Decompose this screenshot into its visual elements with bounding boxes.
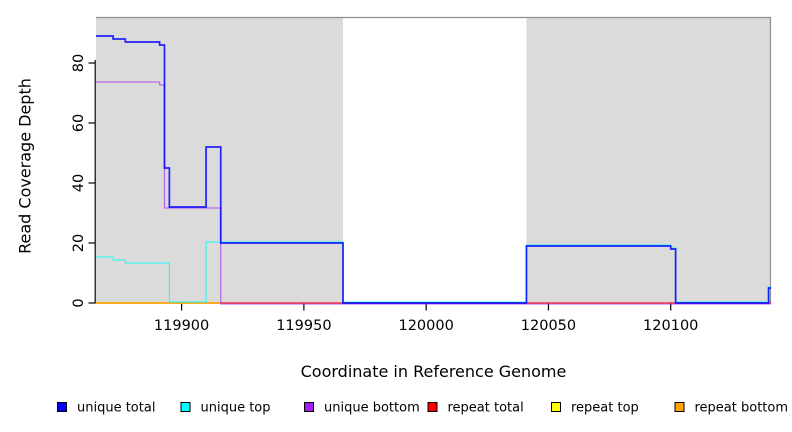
legend-label-unique-bottom: unique bottom <box>324 401 420 416</box>
legend-swatch-unique-top <box>180 402 191 412</box>
region-shaded-right <box>526 17 771 303</box>
series-unique-total <box>96 35 771 304</box>
legend-label-repeat-bottom: repeat bottom <box>695 401 789 416</box>
legend-swatch-unique-total <box>57 402 67 412</box>
region-unshaded-middle <box>343 17 527 303</box>
legend-swatch-repeat-bottom <box>674 402 685 412</box>
legend-swatch-repeat-top <box>551 402 561 412</box>
x-axis-title: Coordinate in Reference Genome <box>300 362 567 381</box>
legend-label-repeat-total: repeat total <box>448 401 524 416</box>
y-tick-label: 40 <box>71 174 87 192</box>
x-tick-label: 120050 <box>521 318 576 334</box>
x-tick-label: 119900 <box>154 318 209 334</box>
region-shaded-left <box>96 17 344 303</box>
legend-swatch-repeat-total <box>427 402 438 412</box>
y-tick-label: 60 <box>71 114 87 132</box>
legend-label-unique-total: unique total <box>77 401 155 416</box>
legend-label-unique-top: unique top <box>201 401 271 416</box>
y-tick-label: 80 <box>71 54 87 72</box>
y-tick-label: 20 <box>71 234 87 252</box>
y-axis-title: Read Coverage Depth <box>15 78 35 254</box>
y-tick-label: 0 <box>71 298 87 307</box>
legend-swatch-unique-bottom <box>304 402 314 412</box>
x-tick-label: 119950 <box>276 318 331 334</box>
x-tick-label: 120100 <box>643 318 698 334</box>
x-tick-label: 120000 <box>398 318 453 334</box>
legend-label-repeat-top: repeat top <box>571 401 639 416</box>
